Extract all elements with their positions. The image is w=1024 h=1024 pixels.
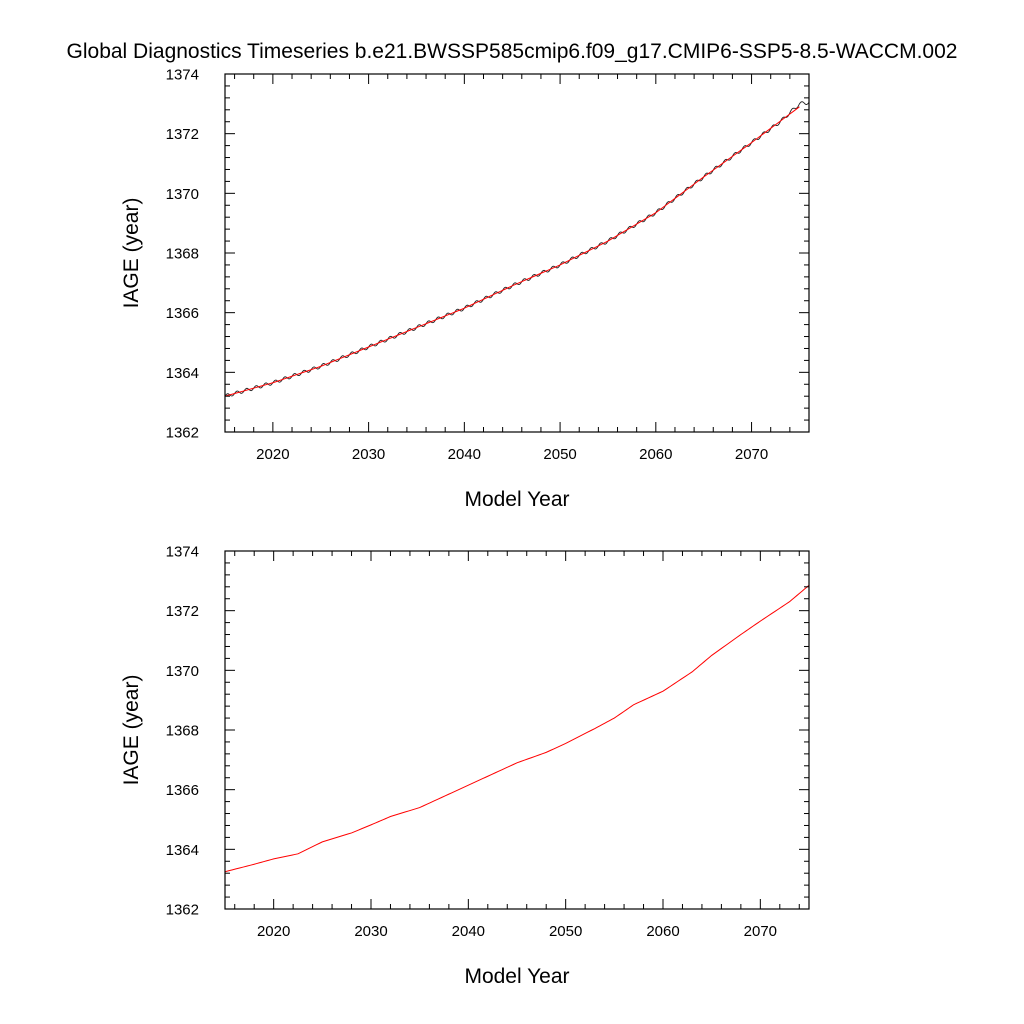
bottom-y-tick-label: 1368 — [166, 723, 199, 740]
bottom-y-axis-label: IAGE (year) — [120, 675, 143, 786]
top-y-tick-label: 1374 — [166, 67, 199, 84]
bottom-y-tick-label: 1370 — [166, 663, 199, 680]
chart-title: Global Diagnostics Timeseries b.e21.BWSS… — [67, 40, 958, 63]
bottom-x-tick-label: 2030 — [354, 923, 387, 940]
top-plot-frame — [224, 73, 810, 433]
bottom-x-tick-label: 2070 — [744, 923, 777, 940]
top-y-tick-label: 1368 — [166, 246, 199, 263]
bottom-x-tick-label: 2040 — [452, 923, 485, 940]
bottom-smoothed-series-line — [225, 584, 809, 873]
bottom-y-tick-label: 1366 — [166, 782, 199, 799]
top-x-tick-label: 2030 — [352, 446, 385, 463]
top-x-tick-label: 2060 — [639, 446, 672, 463]
bottom-plot-frame — [224, 550, 810, 910]
bottom-x-tick-label: 2050 — [549, 923, 582, 940]
bottom-y-tick-label: 1364 — [166, 842, 199, 859]
top-smoothed-series-line — [225, 106, 800, 397]
bottom-x-tick-label: 2060 — [646, 923, 679, 940]
top-y-tick-label: 1372 — [166, 126, 199, 143]
top-y-tick-label: 1370 — [166, 186, 199, 203]
top-x-tick-label: 2040 — [448, 446, 481, 463]
bottom-y-tick-label: 1374 — [166, 544, 199, 561]
top-y-tick-label: 1364 — [166, 365, 199, 382]
top-x-tick-label: 2070 — [735, 446, 768, 463]
bottom-y-tick-label: 1362 — [166, 902, 199, 919]
top-x-axis-label: Model Year — [464, 488, 569, 511]
top-y-tick-label: 1366 — [166, 305, 199, 322]
top-y-axis-label: IAGE (year) — [120, 198, 143, 309]
top-x-tick-label: 2020 — [256, 446, 289, 463]
bottom-y-tick-label: 1372 — [166, 603, 199, 620]
top-raw-series-line — [225, 101, 809, 397]
top-y-tick-label: 1362 — [166, 425, 199, 442]
bottom-panel: 2020 2030 2040 2050 2060 2070 1362 1364 1366 1368… — [120, 544, 810, 988]
bottom-x-axis-label: Model Year — [464, 965, 569, 988]
top-x-tick-label: 2050 — [543, 446, 576, 463]
bottom-x-tick-label: 2020 — [257, 923, 290, 940]
top-panel: 2020 2030 2040 2050 2060 2070 1362 1364 1366 1368… — [120, 67, 810, 511]
